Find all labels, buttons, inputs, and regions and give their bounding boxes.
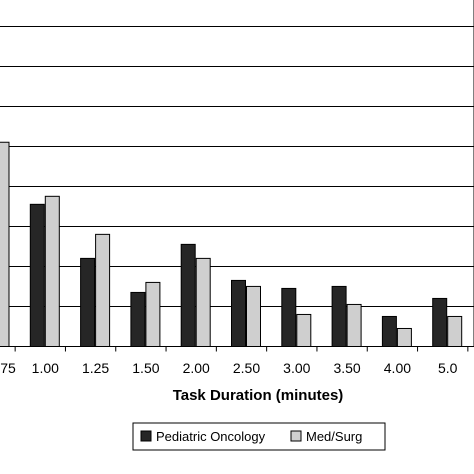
- bar-med-surg-1-00: [44, 195, 60, 347]
- x-tick-label: 1.00: [32, 360, 59, 376]
- bar-pediatric-oncology-3-50: [331, 285, 347, 347]
- legend-box: [132, 422, 386, 451]
- bar-pediatric-oncology-5-00: [432, 297, 448, 348]
- x-tick-label: 4.00: [384, 360, 411, 376]
- bar-pediatric-oncology-2-00: [180, 243, 196, 347]
- bar-pediatric-oncology-1-00: [29, 203, 45, 347]
- legend-swatch-pediatric-oncology: [140, 430, 152, 442]
- gridlines: [0, 26, 474, 307]
- x-tick-label: 2.50: [233, 360, 260, 376]
- bars: [0, 141, 469, 352]
- x-tick-label: 5.0: [438, 360, 458, 376]
- bar-med-surg-1-50: [145, 281, 161, 348]
- bar-med-surg-4-00: [396, 327, 412, 348]
- bar-med-surg-3-50: [346, 303, 362, 348]
- legend: Pediatric Oncology Med/Surg: [132, 422, 386, 451]
- bar-pediatric-oncology-4-00: [381, 315, 397, 347]
- bar-med-surg-2-00: [195, 257, 211, 348]
- x-tick-labels: 75 1.00 1.25 1.50 2.00 2.50 3.00 3.50 4.00 5.0: [0, 360, 457, 376]
- x-tick-label: 3.50: [333, 360, 360, 376]
- bar-med-surg-2-50: [246, 285, 261, 347]
- bar-pediatric-oncology-1-25: [80, 257, 96, 348]
- x-axis-title: Task Duration (minutes): [173, 387, 344, 404]
- bar-med-surg-3-00: [296, 313, 312, 347]
- x-tick-label: 1.25: [82, 360, 109, 376]
- legend-label-med-surg: Med/Surg: [306, 429, 362, 444]
- x-tick-label: 1.50: [132, 360, 159, 376]
- bar-med-surg-5-00: [447, 315, 463, 347]
- bar-med-surg-1-25: [95, 233, 111, 347]
- bar-pediatric-oncology-1-50: [130, 291, 146, 347]
- bar-med-surg-0-75: [0, 141, 10, 347]
- legend-swatch-med-surg: [290, 430, 302, 442]
- bar-pediatric-oncology-2-50: [231, 279, 246, 348]
- x-tick-label: 3.00: [283, 360, 310, 376]
- bar-pediatric-oncology-3-00: [281, 287, 297, 347]
- x-tick-label: 75: [0, 360, 16, 376]
- legend-label-pediatric-oncology: Pediatric Oncology: [156, 429, 266, 444]
- x-tick-label: 2.00: [183, 360, 210, 376]
